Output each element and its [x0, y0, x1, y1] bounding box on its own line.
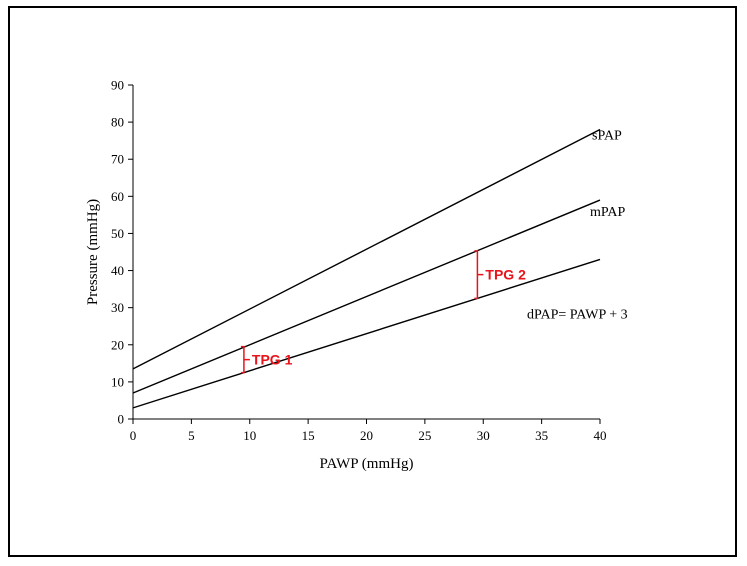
series-labels: sPAP mPAP dPAP= PAWP + 3 — [527, 129, 628, 323]
series-line-3 — [132, 258, 601, 409]
y-tick-label: 80 — [111, 115, 124, 130]
x-tick-label: 20 — [360, 428, 373, 443]
x-tick-label: 25 — [418, 428, 431, 443]
x-tick-label: 30 — [477, 428, 490, 443]
y-tick-label: 0 — [118, 412, 125, 427]
tpg-bracket-1: TPG 1 — [240, 345, 293, 374]
x-tick-label: 5 — [188, 428, 195, 443]
series-label-1: sPAP — [592, 129, 622, 144]
x-tick-label: 35 — [535, 428, 548, 443]
y-tick-label: 40 — [111, 263, 124, 278]
x-tick-label: 15 — [302, 428, 315, 443]
tpg-label-1: TPG 1 — [252, 352, 293, 368]
x-tick-label: 40 — [594, 428, 607, 443]
tpg-bracket-line — [240, 345, 250, 374]
tick-labels: 0 10 20 30 40 50 60 70 80 90 0 5 10 15 20 25 30 35 40 — [111, 78, 607, 444]
y-tick-label: 50 — [111, 226, 124, 241]
y-tick-label: 60 — [111, 189, 124, 204]
series-line-1 — [132, 128, 601, 370]
x-tick-label: 10 — [243, 428, 256, 443]
y-tick-label: 90 — [111, 78, 124, 93]
series-lines — [132, 128, 601, 409]
x-axis-title: PAWP (mmHg) — [320, 456, 414, 472]
series-label-2: mPAP — [590, 205, 626, 220]
y-tick-label: 10 — [111, 374, 124, 389]
y-tick-label: 30 — [111, 300, 124, 315]
series-line-2 — [132, 199, 601, 394]
y-tick-label: 20 — [111, 337, 124, 352]
tpg-annotations: TPG 1 TPG 2 — [240, 250, 526, 374]
y-axis-title: Pressure (mmHg) — [85, 199, 101, 305]
figure-frame — [8, 6, 737, 557]
axes — [128, 84, 601, 424]
tpg-bracket-line — [474, 250, 484, 300]
tpg-bracket-2: TPG 2 — [474, 250, 526, 300]
y-tick-label: 70 — [111, 152, 124, 167]
tpg-label-2: TPG 2 — [485, 267, 526, 283]
x-tick-label: 0 — [130, 428, 137, 443]
series-label-3: dPAP= PAWP + 3 — [527, 307, 628, 322]
